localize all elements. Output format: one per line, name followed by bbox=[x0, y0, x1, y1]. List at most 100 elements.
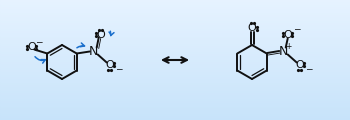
Bar bbox=[0, 99, 350, 100]
Bar bbox=[0, 75, 350, 76]
Bar bbox=[0, 113, 350, 114]
Bar bbox=[0, 48, 350, 49]
Bar bbox=[0, 15, 350, 16]
Bar bbox=[0, 79, 350, 80]
Bar bbox=[0, 34, 350, 35]
Text: −: − bbox=[35, 37, 42, 46]
Bar bbox=[0, 36, 350, 37]
Bar bbox=[0, 24, 350, 25]
Bar bbox=[0, 19, 350, 20]
Bar bbox=[0, 43, 350, 44]
Bar bbox=[0, 46, 350, 47]
Bar bbox=[0, 61, 350, 62]
Bar bbox=[0, 33, 350, 34]
Bar bbox=[0, 67, 350, 68]
Bar bbox=[0, 104, 350, 105]
Bar bbox=[0, 68, 350, 69]
Text: O: O bbox=[105, 60, 114, 69]
Bar bbox=[0, 71, 350, 72]
Bar bbox=[0, 100, 350, 101]
Bar bbox=[0, 11, 350, 12]
Bar bbox=[0, 111, 350, 112]
Bar bbox=[0, 86, 350, 87]
Bar bbox=[0, 81, 350, 82]
Bar bbox=[0, 4, 350, 5]
Bar bbox=[0, 114, 350, 115]
Bar bbox=[0, 95, 350, 96]
Bar bbox=[0, 73, 350, 74]
Bar bbox=[0, 37, 350, 38]
Bar bbox=[0, 8, 350, 9]
Bar bbox=[0, 97, 350, 98]
Bar bbox=[0, 66, 350, 67]
Bar bbox=[0, 116, 350, 117]
Text: O: O bbox=[284, 30, 292, 39]
Bar bbox=[0, 107, 350, 108]
Bar bbox=[0, 6, 350, 7]
Text: O: O bbox=[248, 23, 256, 33]
Text: O: O bbox=[96, 30, 105, 39]
Bar bbox=[0, 62, 350, 63]
Bar bbox=[0, 51, 350, 52]
Bar bbox=[0, 98, 350, 99]
Bar bbox=[0, 103, 350, 104]
Bar bbox=[0, 82, 350, 83]
Bar bbox=[0, 47, 350, 48]
Bar bbox=[0, 31, 350, 32]
Bar bbox=[0, 50, 350, 51]
Bar bbox=[0, 59, 350, 60]
Bar bbox=[0, 52, 350, 53]
FancyArrowPatch shape bbox=[35, 57, 46, 63]
Bar bbox=[0, 42, 350, 43]
Bar bbox=[0, 88, 350, 89]
Bar bbox=[0, 27, 350, 28]
Bar bbox=[0, 65, 350, 66]
Bar bbox=[0, 90, 350, 91]
Bar bbox=[0, 89, 350, 90]
Bar bbox=[0, 110, 350, 111]
Bar bbox=[0, 92, 350, 93]
Bar bbox=[0, 13, 350, 14]
FancyArrowPatch shape bbox=[109, 31, 114, 36]
Text: O: O bbox=[27, 42, 36, 53]
Bar bbox=[0, 117, 350, 118]
Bar bbox=[0, 94, 350, 95]
Text: N: N bbox=[89, 45, 98, 58]
Bar bbox=[0, 40, 350, 41]
Bar bbox=[0, 20, 350, 21]
Bar bbox=[0, 25, 350, 26]
Bar bbox=[0, 7, 350, 8]
Bar bbox=[0, 12, 350, 13]
Bar bbox=[0, 109, 350, 110]
Bar bbox=[0, 14, 350, 15]
Bar bbox=[0, 54, 350, 55]
Bar bbox=[0, 105, 350, 106]
Bar bbox=[0, 39, 350, 40]
Bar bbox=[0, 60, 350, 61]
Text: −: − bbox=[305, 64, 313, 73]
Bar bbox=[0, 106, 350, 107]
Bar bbox=[0, 101, 350, 102]
Bar bbox=[0, 64, 350, 65]
Bar bbox=[0, 78, 350, 79]
Bar bbox=[0, 16, 350, 17]
Bar bbox=[0, 55, 350, 56]
Bar bbox=[0, 118, 350, 119]
Bar bbox=[0, 93, 350, 94]
Bar bbox=[0, 0, 350, 1]
Text: +: + bbox=[286, 42, 292, 51]
Bar bbox=[0, 80, 350, 81]
Bar bbox=[0, 45, 350, 46]
Bar bbox=[0, 18, 350, 19]
Bar bbox=[0, 85, 350, 86]
Bar bbox=[0, 115, 350, 116]
Bar bbox=[0, 77, 350, 78]
Bar bbox=[0, 38, 350, 39]
Bar bbox=[0, 57, 350, 58]
FancyArrowPatch shape bbox=[77, 43, 84, 48]
Text: N: N bbox=[279, 45, 288, 58]
Bar bbox=[0, 28, 350, 29]
Bar bbox=[0, 87, 350, 88]
Bar bbox=[0, 26, 350, 27]
Bar bbox=[0, 41, 350, 42]
